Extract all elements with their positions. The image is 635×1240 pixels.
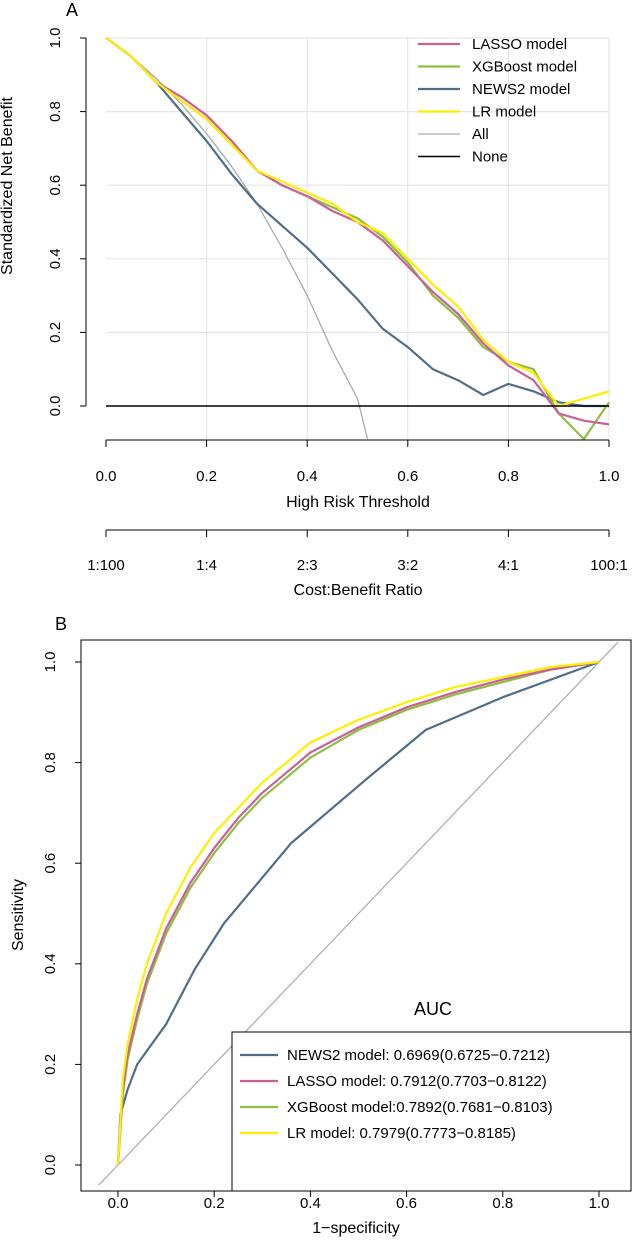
cost-benefit-tick-label-4: 4:1: [498, 557, 519, 574]
panel-a-x-tick-label-0: 0.0: [96, 468, 117, 485]
curve-b-reference: [98, 641, 619, 1186]
panel-b-legend: NEWS2 model: 0.6969(0.6725−0.7212) LASSO …: [231, 1031, 632, 1192]
curve-b-lasso-model: [116, 660, 600, 1166]
panel-a-decision-curve: A 0.0 0.2 0.4 0.6 0.8 1.0 0.0 0.2 0.4 0.6 0.8 1.0 1:…: [0, 0, 628, 599]
panel-a-y-axis-title: Standardized Net Benefit: [0, 97, 16, 275]
panel-b-axes: 0.0 0.2 0.4 0.6 0.8 1.0 0.0 0.2 0.4 0.6 0.8 1.0: [42, 652, 609, 1212]
cost-benefit-tick-label-5: 100:1: [590, 557, 628, 574]
cost-benefit-tick-label-1: 1:4: [196, 557, 217, 574]
cost-benefit-tick-label-3: 3:2: [397, 557, 418, 574]
panel-a-label: A: [66, 0, 78, 20]
panel-b-y-tick-label-1: 0.2: [42, 1054, 59, 1075]
panel-b-y-tick-label-4: 0.8: [42, 752, 59, 773]
legend-b-label-lr-model: LR model: 0.7979(0.7773−0.8185): [287, 1125, 516, 1142]
panel-a-y-tick-label-2: 0.4: [47, 248, 64, 269]
panel-b-x-tick-label-2: 0.4: [300, 1195, 321, 1212]
curve-b-lr-model: [116, 660, 600, 1166]
panel-a-x-tick-label-5: 1.0: [599, 468, 620, 485]
panel-a-y-tick-label-1: 0.2: [47, 322, 64, 343]
legend-b-label-news2-model: NEWS2 model: 0.6969(0.6725−0.7212): [287, 1047, 550, 1064]
curve-b-xgboost-model: [116, 660, 600, 1166]
cost-benefit-tick-label-2: 2:3: [297, 557, 318, 574]
panel-a-legend: LASSO model XGBoost model NEWS2 model LR mo…: [418, 36, 577, 166]
panel-a-y-tick-label-4: 0.8: [47, 101, 64, 122]
curve-a-lr-model: [105, 37, 610, 408]
panel-b-x-tick-label-1: 0.2: [204, 1195, 225, 1212]
panel-a-x-tick-label-1: 0.2: [196, 468, 217, 485]
panel-a-x-tick-label-3: 0.6: [397, 468, 418, 485]
panel-b-y-tick-label-0: 0.0: [42, 1155, 59, 1176]
auc-legend-box: [231, 1031, 632, 1192]
panel-a-y-tick-label-0: 0.0: [47, 396, 64, 417]
legend-b-label-lasso-model: LASSO model: 0.7912(0.7703−0.8122): [287, 1073, 547, 1090]
panel-a-series: [105, 37, 610, 441]
cost-benefit-tick-label-0: 1:100: [87, 557, 125, 574]
legend-a-label-news2-model: NEWS2 model: [472, 81, 570, 98]
legend-a-label-lasso-model: LASSO model: [472, 36, 567, 53]
panel-a-x-tick-label-4: 0.8: [498, 468, 519, 485]
panel-b-y-axis-title: Sensitivity: [10, 879, 27, 951]
panel-b-x-tick-label-4: 0.8: [492, 1195, 513, 1212]
panel-a-y-tick-label-3: 0.6: [47, 175, 64, 196]
panel-b-x-axis-title: 1−specificity: [312, 1220, 400, 1237]
panel-a-grid: [106, 37, 610, 440]
legend-a-label-lr-model: LR model: [472, 104, 536, 121]
panel-b-roc-curve: B 0.0 0.2 0.4 0.6 0.8 1.0 0.0 0.2 0.4 0.6 0.8 1.0 1…: [10, 614, 632, 1237]
cost-benefit-axis-title: Cost:Benefit Ratio: [294, 582, 423, 599]
panel-b-y-tick-label-3: 0.6: [42, 853, 59, 874]
panel-a-x-tick-label-2: 0.4: [297, 468, 318, 485]
panel-a-x-axis-title: High Risk Threshold: [286, 494, 430, 511]
panel-a-y-tick-label-5: 1.0: [47, 28, 64, 49]
panel-b-x-tick-label-0: 0.0: [108, 1195, 129, 1212]
legend-a-label-none: None: [472, 149, 508, 166]
auc-legend-title: AUC: [414, 999, 452, 1019]
legend-a-label-all: All: [472, 126, 489, 143]
panel-b-series: [98, 641, 619, 1186]
legend-a-label-xgboost-model: XGBoost model: [472, 59, 577, 76]
legend-b-label-xgboost-model: XGBoost model:0.7892(0.7681−0.8103): [287, 1099, 553, 1116]
curve-a-news2-model: [105, 37, 609, 408]
panel-b-label: B: [55, 614, 67, 634]
panel-b-x-tick-label-3: 0.6: [396, 1195, 417, 1212]
panel-b-y-tick-label-2: 0.4: [42, 953, 59, 974]
curve-b-news2-model: [116, 660, 600, 1166]
panel-b-x-tick-label-5: 1.0: [589, 1195, 610, 1212]
curve-a-all: [105, 37, 369, 440]
panel-b-y-tick-label-5: 1.0: [42, 652, 59, 673]
panel-a-axes: 0.0 0.2 0.4 0.6 0.8 1.0 0.0 0.2 0.4 0.6 0.8 1.0 1:10…: [47, 28, 628, 574]
